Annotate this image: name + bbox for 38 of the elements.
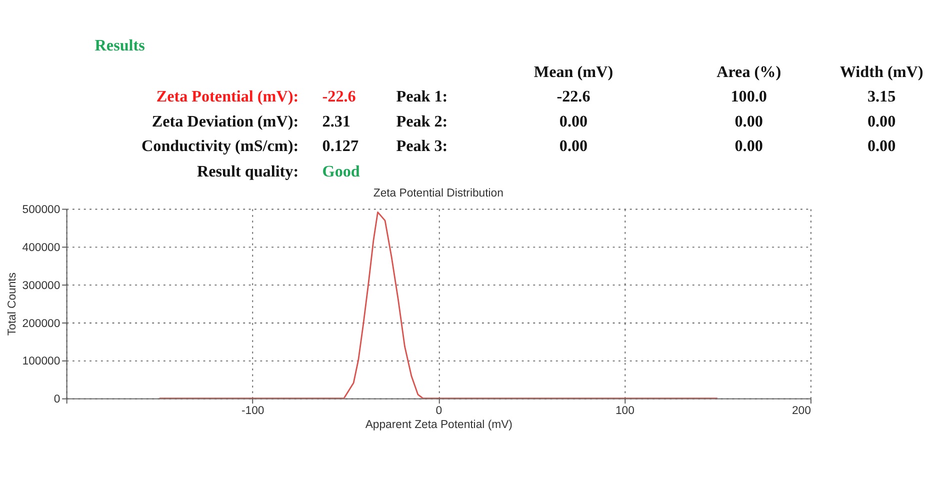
text: 0.00 bbox=[559, 138, 588, 155]
x-tick-label: 100 bbox=[615, 405, 634, 418]
text: Results bbox=[94, 37, 145, 54]
x-axis-title: Apparent Zeta Potential (mV) bbox=[365, 419, 513, 432]
y-tick-label: 400000 bbox=[22, 242, 60, 254]
text: 2.31 bbox=[322, 113, 350, 130]
text: Zeta Potential (mV): bbox=[156, 88, 299, 106]
text: Width (mV) bbox=[840, 64, 924, 82]
y-tick-label: 500000 bbox=[22, 204, 60, 216]
text: Conductivity (mS/cm): bbox=[142, 138, 299, 155]
chart-title: Zeta Potential Distribution bbox=[373, 187, 504, 200]
y-axis-title: Total Counts bbox=[6, 272, 19, 336]
text: Good bbox=[322, 164, 360, 181]
text: Peak 1: bbox=[396, 88, 448, 106]
text: Peak 2: bbox=[396, 113, 448, 130]
text: -22.6 bbox=[556, 88, 590, 106]
text: 0.00 bbox=[734, 138, 763, 155]
text: 0.00 bbox=[867, 138, 896, 155]
text: Result quality: bbox=[196, 164, 299, 181]
text: Area (%) bbox=[716, 64, 782, 82]
y-tick-label: 200000 bbox=[22, 318, 60, 330]
text: 0.00 bbox=[559, 113, 588, 130]
y-tick-label: 0 bbox=[54, 394, 60, 406]
text: 3.15 bbox=[867, 88, 896, 106]
text: 0.00 bbox=[734, 113, 763, 130]
y-tick-label: 300000 bbox=[22, 280, 60, 292]
x-tick-label: -100 bbox=[241, 405, 264, 418]
text: 0.00 bbox=[867, 113, 896, 130]
text: -22.6 bbox=[322, 88, 356, 106]
text: 100.0 bbox=[730, 88, 767, 106]
text: Zeta Deviation (mV): bbox=[152, 113, 299, 130]
line-series bbox=[158, 211, 718, 398]
text: Peak 3: bbox=[396, 138, 448, 155]
x-tick-label: 0 bbox=[436, 405, 442, 418]
y-tick-label: 100000 bbox=[22, 356, 60, 368]
text: Mean (mV) bbox=[534, 64, 614, 82]
text: 0.127 bbox=[322, 138, 359, 155]
x-tick-label: 200 bbox=[792, 405, 811, 418]
